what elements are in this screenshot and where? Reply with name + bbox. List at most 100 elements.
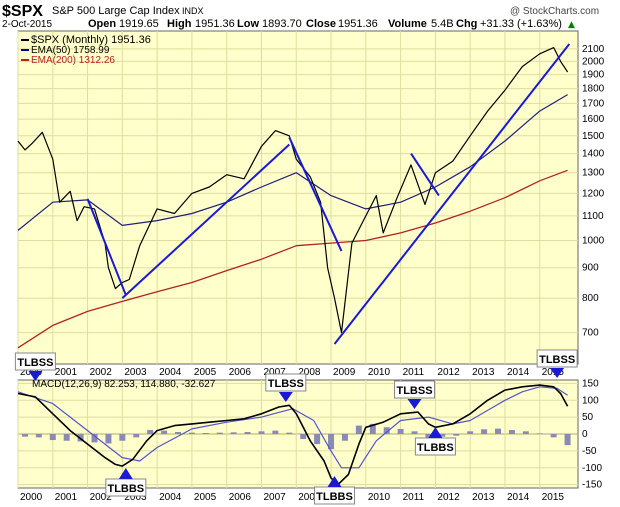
trendline [86, 198, 127, 296]
macd-y-axis: -150 -100 -50 0 50 100 150 [582, 378, 602, 490]
price-y-tick-label: 2000 [582, 56, 605, 67]
price-y-tick-label: 1100 [582, 211, 604, 222]
price-x-tick-label: 2004 [159, 367, 182, 378]
legend-price: $SPX (Monthly) 1951.36 [31, 34, 151, 46]
annotation-label: TLBBS [107, 483, 144, 495]
macd-y-tick-label: -150 [582, 480, 602, 491]
price-x-tick-label: 2015 [542, 367, 565, 378]
arrow-down-icon [550, 368, 565, 378]
arrow-down-icon [278, 392, 293, 402]
macd-x-tick-label: 2013 [472, 492, 495, 503]
price-x-tick-label: 2012 [437, 367, 460, 378]
price-y-tick-label: 1300 [582, 168, 605, 179]
price-y-tick-label: 1200 [582, 188, 605, 199]
macd-y-tick-label: -50 [582, 446, 597, 457]
open-label: Open [88, 18, 116, 30]
volume-label: Volume [388, 18, 427, 30]
histogram-bar [286, 432, 293, 434]
index-name: S&P 500 Large Cap Index [52, 5, 180, 17]
annotation-label: TLBSS [268, 378, 304, 390]
volume-value: 5.4B [431, 18, 454, 30]
macd-y-tick-label: 100 [582, 395, 599, 406]
histogram-bar [175, 431, 181, 434]
chg-up-icon: ▲ [568, 20, 575, 30]
histogram-bar [272, 430, 279, 434]
header-date: 2-Oct-2015 [2, 19, 52, 30]
annotation-label: TLBSS [396, 385, 432, 397]
watermark: @ StockCharts.com [510, 6, 599, 17]
macd-x-tick-label: 2010 [368, 492, 391, 503]
low-value: 1893.70 [262, 18, 302, 30]
histogram-bar [147, 429, 154, 434]
histogram-bar [105, 434, 112, 444]
histogram-bar [536, 433, 543, 434]
price-x-tick-label: 2007 [263, 367, 286, 378]
histogram-bar [397, 428, 404, 434]
price-grid [17, 31, 578, 364]
annotation-label: TLBBS [316, 491, 353, 503]
legend-ema200: EMA(200) 1312.26 [31, 55, 115, 66]
histogram-bar [21, 434, 28, 437]
low-label: Low [237, 18, 259, 30]
price-y-tick-label: 700 [582, 328, 599, 339]
macd-line [17, 384, 569, 486]
histogram-bar [161, 430, 168, 434]
signal-line [17, 386, 568, 469]
macd-x-tick-label: 2006 [229, 492, 252, 503]
price-x-tick-label: 2014 [507, 367, 530, 378]
price-x-tick-label: 2009 [333, 367, 356, 378]
annotations: TLBSS TLBBS TLBSS TLBBS TLBSS TLBBS TLBSS [14, 349, 578, 505]
histogram-bar [91, 434, 98, 443]
macd-x-tick-label: 2000 [20, 492, 43, 503]
histogram-bar [550, 434, 557, 438]
macd-y-tick-label: 50 [582, 412, 594, 423]
macd-series [17, 384, 569, 486]
histogram-bar [564, 434, 571, 446]
price-x-tick-label: 2002 [90, 367, 113, 378]
histogram-bar [439, 434, 446, 437]
macd-x-tick-label: 2015 [542, 492, 565, 503]
histogram-bar [49, 434, 56, 441]
trendline [410, 153, 440, 197]
macd-x-tick-label: 2004 [159, 492, 182, 503]
price-x-tick-label: 2001 [55, 367, 78, 378]
histogram-bar [119, 434, 126, 441]
price-x-tick-label: 2011 [403, 367, 425, 378]
histogram-bar [258, 431, 265, 434]
exchange: INDX [182, 6, 204, 16]
histogram-bar [453, 434, 460, 436]
histogram-bar [328, 434, 335, 450]
histogram-bar [133, 434, 140, 438]
ema50-line [17, 94, 568, 231]
macd-y-tick-label: 150 [582, 378, 599, 389]
histogram-bar [63, 434, 70, 441]
price-x-tick-label: 2010 [368, 367, 391, 378]
trendline [333, 43, 571, 345]
macd-y-tick-label: -100 [582, 463, 602, 474]
close-label: Close [306, 18, 336, 30]
price-y-tick-label: 1500 [582, 131, 605, 142]
macd-x-tick-label: 2007 [263, 492, 286, 503]
macd-legend: MACD(12,26,9) 82.253, 114.880, -32.627 [32, 379, 216, 390]
price-x-tick-label: 2006 [229, 367, 252, 378]
histogram-bar [202, 432, 209, 434]
trendline [288, 137, 343, 252]
macd-x-tick-label: 2001 [55, 492, 78, 503]
macd-x-tick-label: 2003 [124, 492, 147, 503]
annotation-box [536, 349, 578, 368]
histogram-bar [411, 431, 418, 434]
price-x-axis: 2000200120022003200420052006200720082009… [20, 367, 564, 378]
close-value: 1951.36 [338, 18, 378, 30]
price-line [17, 46, 569, 334]
histogram-bar [495, 428, 501, 434]
macd-x-tick-label: 2005 [194, 492, 217, 503]
macd-x-axis: 2000200120022003200420052006200720082009… [20, 492, 564, 503]
symbol-title: $SPX [2, 3, 43, 20]
open-value: 1919.65 [119, 18, 159, 30]
price-legend: $SPX (Monthly) 1951.36 EMA(50) 1758.99 E… [21, 34, 151, 66]
trendline [121, 143, 290, 299]
high-label: High [167, 18, 192, 30]
annotation-label: TLBSS [17, 357, 53, 369]
annotation-box [14, 352, 56, 371]
price-y-tick-label: 1700 [582, 98, 605, 109]
